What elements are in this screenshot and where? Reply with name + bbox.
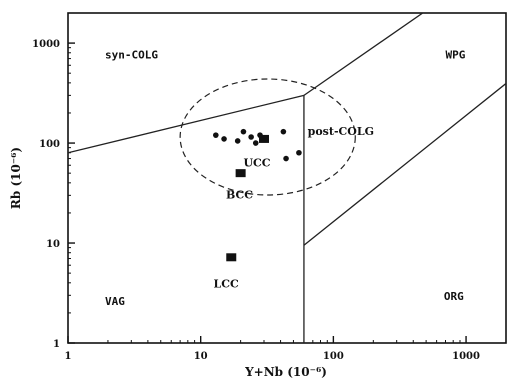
- sample-point: [283, 155, 289, 162]
- x-tick-label: 1000: [452, 351, 480, 362]
- x-tick-label: 1: [65, 351, 72, 362]
- y-tick-label: 100: [39, 139, 60, 150]
- annotation-label: LCC: [214, 277, 239, 290]
- data-ellipse: [179, 78, 356, 196]
- plot-frame: [67, 12, 507, 344]
- field-label: ORG: [444, 290, 464, 303]
- y-tick-label: 1000: [32, 39, 60, 50]
- reference-point: [235, 169, 246, 178]
- boundary-wpg-upper: [303, 13, 424, 96]
- annotation-label: BCC: [226, 188, 253, 201]
- sample-point: [296, 149, 302, 156]
- y-tick-label: 10: [46, 239, 60, 250]
- sample-point: [248, 134, 254, 140]
- sample-point: [280, 128, 287, 135]
- sample-point: [221, 136, 227, 142]
- sample-point: [240, 128, 247, 135]
- x-tick-label: 100: [323, 351, 344, 362]
- x-tick-label: 10: [194, 351, 208, 362]
- annotation-label: post-COLG: [308, 125, 374, 138]
- reference-point: [258, 134, 269, 143]
- sample-point: [234, 138, 241, 144]
- x-axis-label: Y+Nb (10⁻⁶): [244, 365, 327, 379]
- field-label: syn-COLG: [105, 49, 158, 62]
- sample-point: [213, 132, 219, 138]
- field-label: VAG: [105, 295, 125, 308]
- sample-point: [252, 140, 259, 146]
- boundary-wpg-org: [303, 82, 506, 246]
- field-label: WPG: [446, 49, 466, 62]
- reference-point: [226, 253, 237, 262]
- boundary-vag-syncolg: [68, 94, 305, 154]
- annotation-label: UCC: [243, 157, 270, 170]
- y-axis-label: Rb (10⁻⁶): [9, 147, 23, 209]
- y-tick-label: 1: [53, 339, 60, 350]
